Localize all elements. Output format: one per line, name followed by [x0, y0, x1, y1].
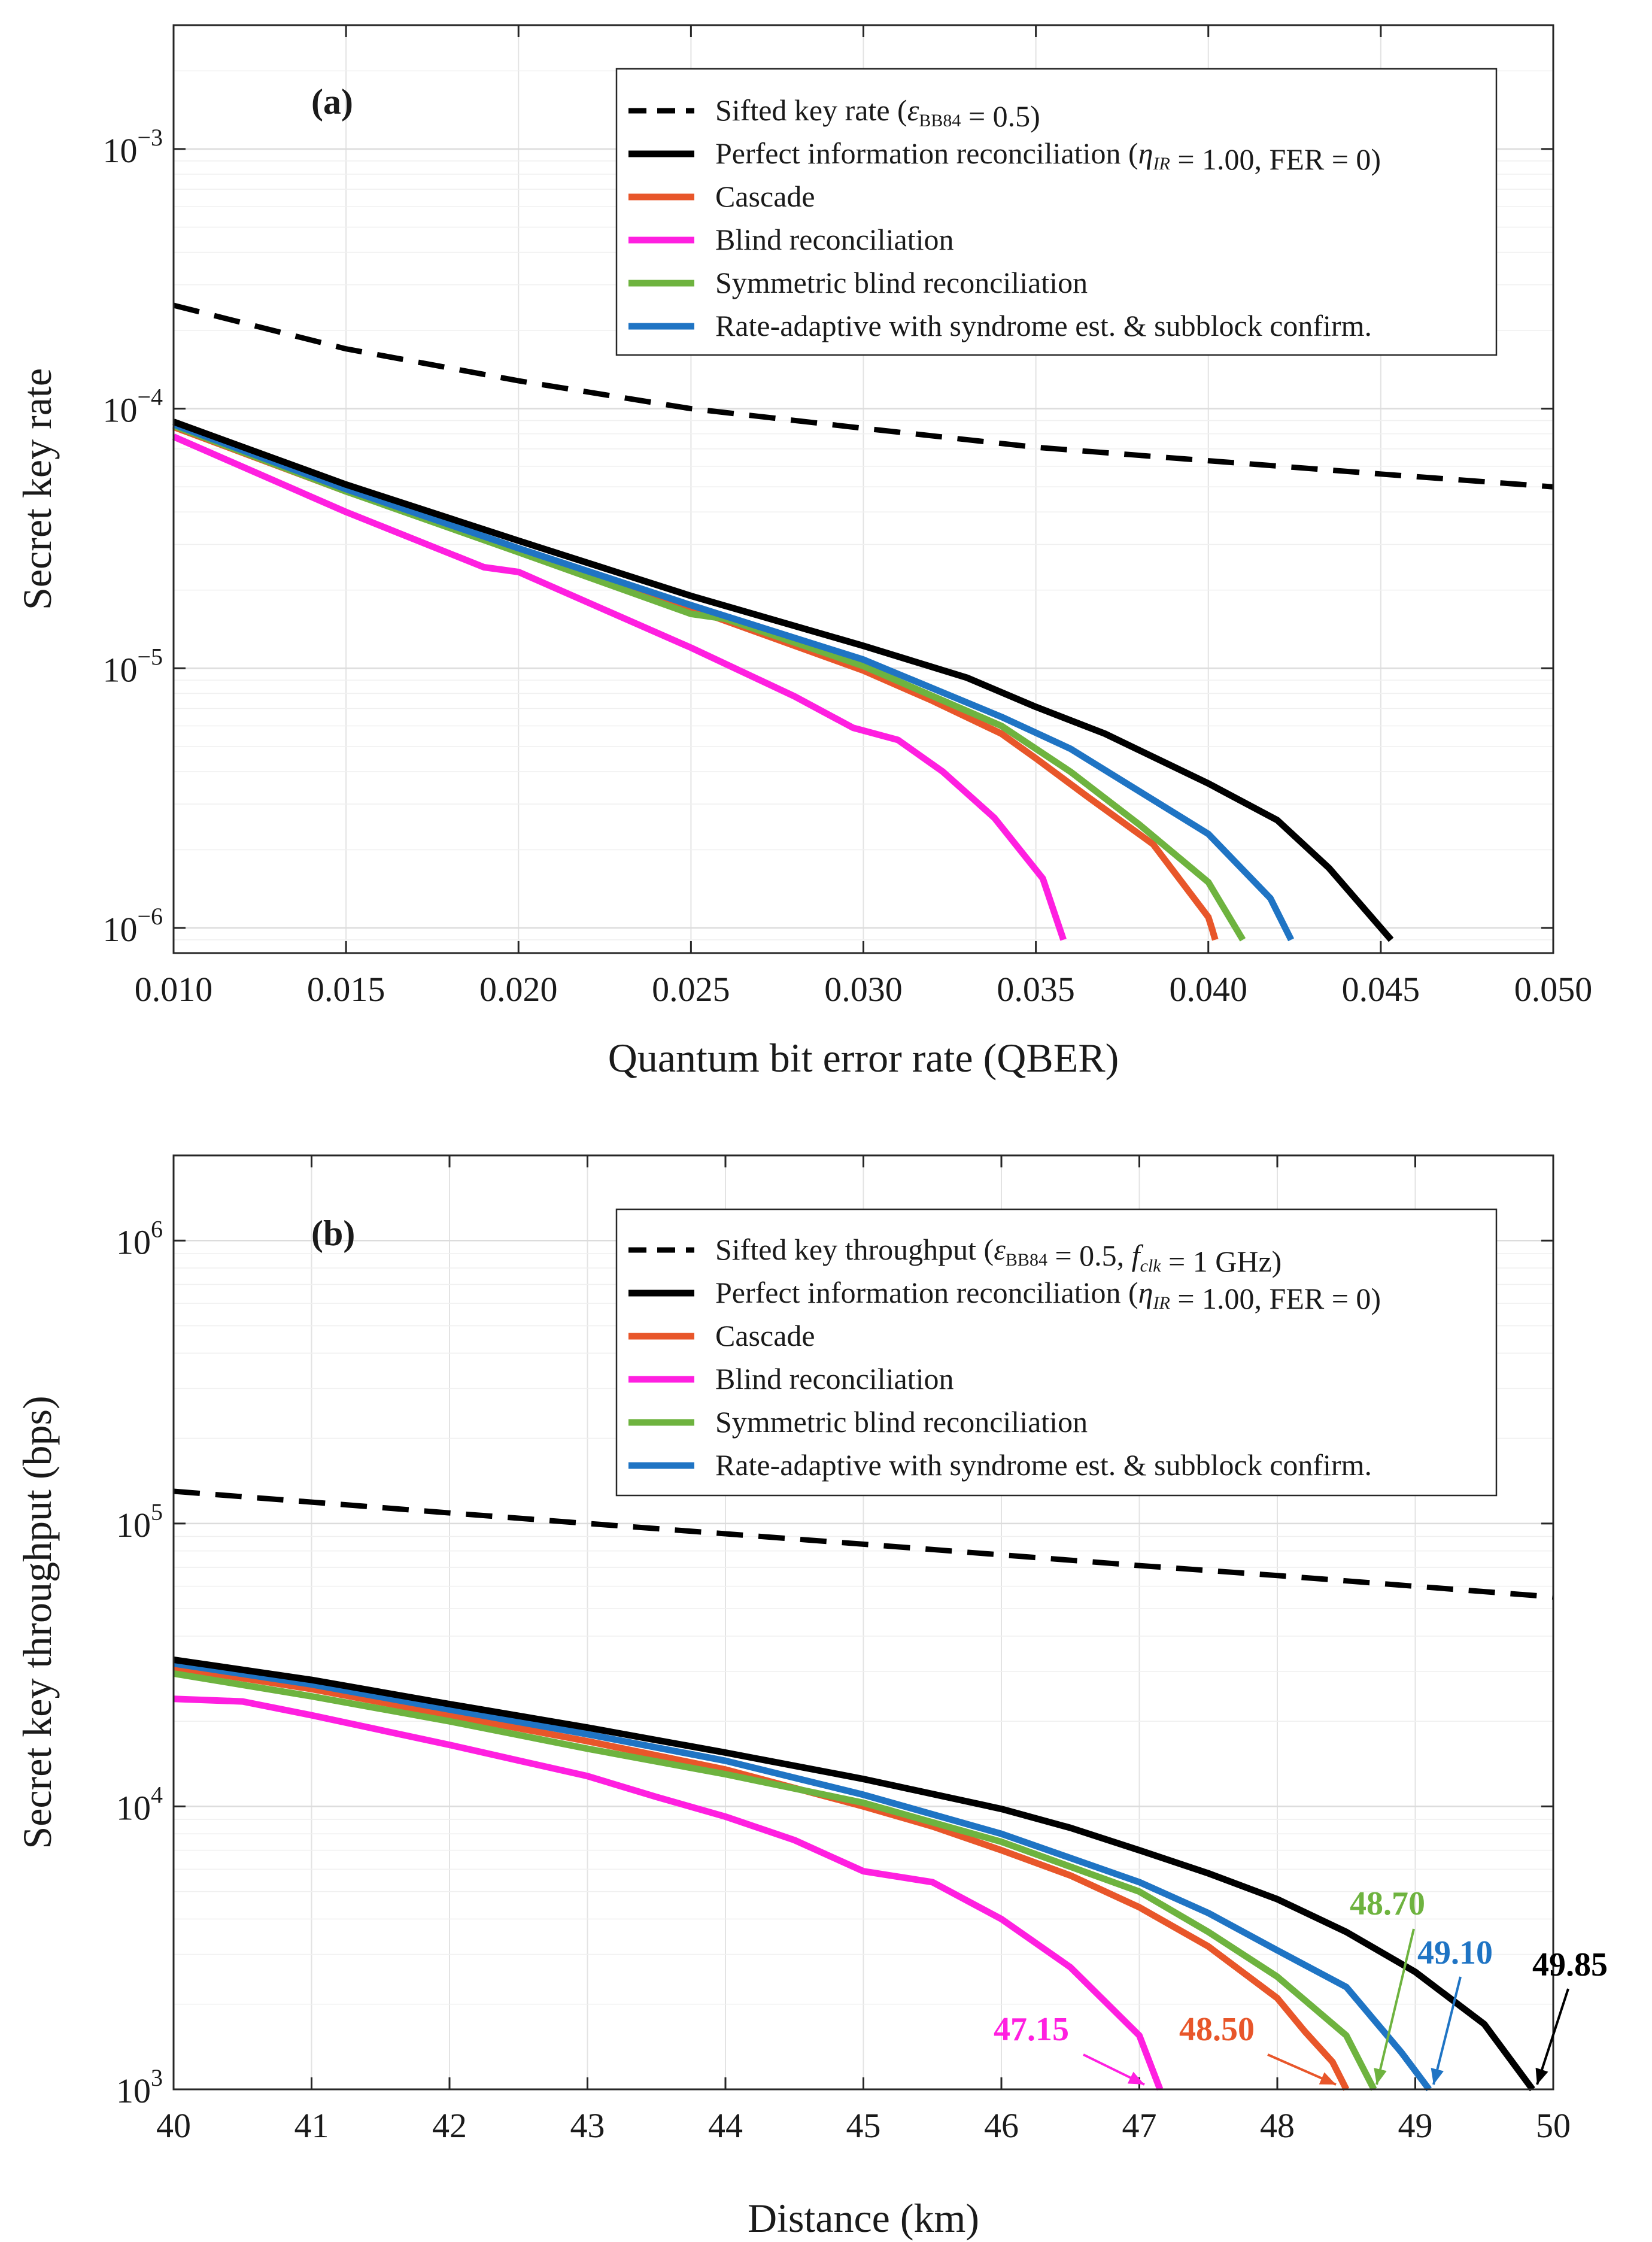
y-tick-label: 10−4: [102, 384, 163, 430]
annotation-arrow: [1375, 1928, 1415, 2085]
annotation-arrow: [1536, 1988, 1569, 2085]
series-line-cascade: [173, 1664, 1350, 2091]
x-tick-label: 0.045: [1342, 970, 1420, 1009]
series-line-blind: [173, 1695, 1164, 2091]
x-axis-label: Quantum bit error rate (QBER): [608, 1035, 1119, 1081]
x-tick-label: 48: [1260, 2106, 1295, 2145]
y-tick-label: 10−5: [102, 643, 163, 689]
x-axis-label: Distance (km): [748, 2195, 979, 2241]
x-tick-label: 41: [294, 2106, 329, 2145]
legend-label-perfect: Perfect information reconciliation (ηIR …: [715, 1276, 1381, 1315]
series-line-symblind: [173, 1670, 1377, 2091]
y-tick-label: 106: [116, 1215, 163, 1261]
panel-a-chart: 0.010 0.015 0.020 0.025 0.030 0.035 0.040 0.045…: [14, 24, 1593, 1081]
legend-box: [615, 68, 1498, 356]
annotations: 47.15 48.50 48.70 49.10 49.85: [994, 1885, 1608, 2086]
annotation-label: 47.15: [994, 2011, 1069, 2048]
legend-label-sifted: Sifted key rate (εBB84 = 0.5): [715, 93, 1040, 133]
x-tick-label: 0.020: [479, 970, 558, 1009]
x-tick-label: 47: [1122, 2106, 1157, 2145]
legend-box: [615, 1208, 1498, 1497]
legend-label-sifted: Sifted key throughput (εBB84 = 0.5, fclk…: [715, 1233, 1281, 1278]
legend-label-perfect: Perfect information reconciliation (ηIR …: [715, 136, 1381, 176]
legend-label-cascade: Cascade: [715, 180, 815, 213]
legend-label-blind: Blind reconciliation: [715, 1362, 954, 1395]
y-axis-label: Secret key throughput (bps): [14, 1395, 60, 1849]
x-tick-label: 45: [846, 2106, 881, 2145]
x-tick-label: 0.050: [1514, 970, 1593, 1009]
annotation-arrowhead: [1319, 2072, 1336, 2085]
x-tick-label: 0.025: [652, 970, 730, 1009]
series-line-rateadapt: [173, 1660, 1432, 2092]
legend-label-rateadapt: Rate-adaptive with syndrome est. & subbl…: [715, 1448, 1372, 1482]
panel-label: (b): [311, 1213, 355, 1253]
series-line-rateadapt: [172, 421, 1295, 942]
series-group: [172, 302, 1554, 942]
x-tick-label: 42: [432, 2106, 467, 2145]
series-line-perfect: [173, 1656, 1535, 2092]
panel-b-chart: 40 41 42 43 44 45 46 47 48 49 50 103 104 105 106 Distan…: [14, 1154, 1608, 2241]
panel-label: (a): [311, 82, 353, 122]
legend: Sifted key rate (εBB84 = 0.5)Perfect inf…: [615, 68, 1498, 356]
x-tick-label: 49: [1398, 2106, 1433, 2145]
series-group: [173, 1488, 1554, 2092]
annotation-arrowhead: [1535, 2067, 1548, 2085]
y-axis-label: Secret key rate: [14, 368, 60, 610]
legend-label-symblind: Symmetric blind reconciliation: [715, 266, 1088, 299]
y-tick-label: 104: [116, 1781, 163, 1827]
x-tick-label: 0.010: [135, 970, 213, 1009]
x-tick-label: 43: [570, 2106, 605, 2145]
series-line-perfect: [172, 418, 1394, 942]
y-tick-label: 105: [116, 1498, 163, 1545]
annotation-arrowhead: [1374, 2068, 1387, 2085]
legend-label-rateadapt: Rate-adaptive with syndrome est. & subbl…: [715, 309, 1372, 342]
legend-label-cascade: Cascade: [715, 1319, 815, 1352]
annotation-label: 48.50: [1179, 2011, 1255, 2048]
x-tick-label: 46: [984, 2106, 1019, 2145]
annotation-arrow: [1432, 1976, 1462, 2085]
y-tick-label: 103: [116, 2064, 163, 2110]
x-tick-label: 0.030: [824, 970, 903, 1009]
x-tick-label: 40: [156, 2106, 191, 2145]
x-tick-label: 0.035: [997, 970, 1075, 1009]
y-tick-label: 10−6: [102, 903, 163, 949]
legend-label-blind: Blind reconciliation: [715, 223, 954, 256]
series-line-sifted: [173, 1488, 1554, 1600]
x-tick-label: 44: [708, 2106, 743, 2145]
annotation-label: 49.10: [1417, 1934, 1493, 1971]
series-line-blind: [172, 433, 1067, 941]
legend-label-symblind: Symmetric blind reconciliation: [715, 1405, 1088, 1439]
annotation-arrowhead: [1431, 2068, 1444, 2085]
annotation-label: 49.85: [1532, 1946, 1608, 1983]
x-tick-label: 0.015: [307, 970, 385, 1009]
legend: Sifted key throughput (εBB84 = 0.5, fclk…: [615, 1208, 1498, 1497]
annotation-arrowhead: [1127, 2071, 1144, 2085]
y-tick-label: 10−3: [102, 124, 163, 170]
x-tick-label: 0.040: [1170, 970, 1248, 1009]
annotation-label: 48.70: [1350, 1885, 1425, 1922]
x-tick-label: 50: [1536, 2106, 1571, 2145]
